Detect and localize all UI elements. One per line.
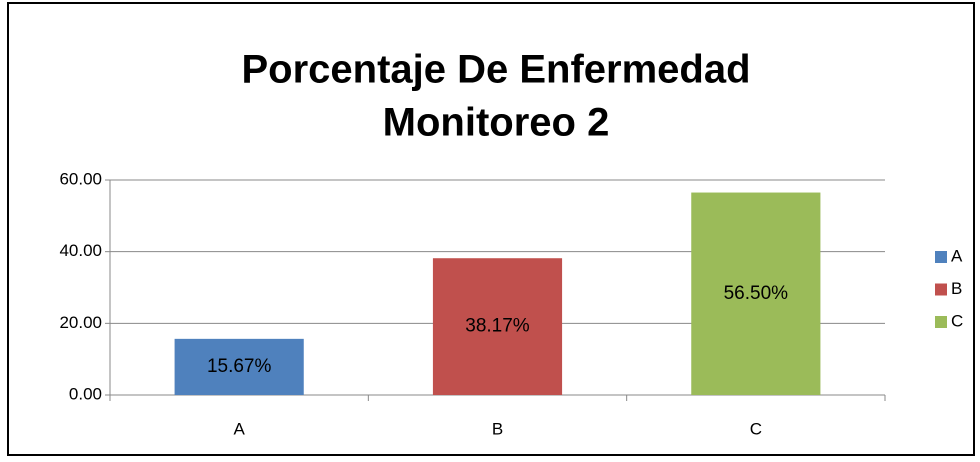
y-tick-label: 60.00 [59, 169, 102, 188]
data-label: 15.67% [207, 356, 272, 377]
y-tick-label: 40.00 [59, 241, 102, 260]
data-label: 38.17% [465, 316, 530, 337]
chart-title: Monitoreo 2 [383, 101, 610, 145]
legend-label: C [951, 311, 963, 330]
legend-label: A [951, 246, 963, 265]
legend-swatch [935, 283, 947, 296]
legend-swatch [935, 316, 947, 328]
bar [174, 338, 304, 395]
y-tick-label: 20.00 [59, 313, 102, 332]
x-tick-label: B [492, 419, 503, 438]
y-tick-label: 0.00 [69, 384, 102, 403]
data-label: 56.50% [724, 283, 789, 304]
bar [432, 258, 563, 395]
bar [691, 192, 821, 395]
x-tick-label: C [750, 419, 762, 438]
legend-swatch [935, 251, 947, 263]
legend-label: B [951, 279, 962, 298]
chart-title: Porcentaje De Enfermedad [241, 48, 750, 92]
x-tick-label: A [233, 419, 245, 438]
